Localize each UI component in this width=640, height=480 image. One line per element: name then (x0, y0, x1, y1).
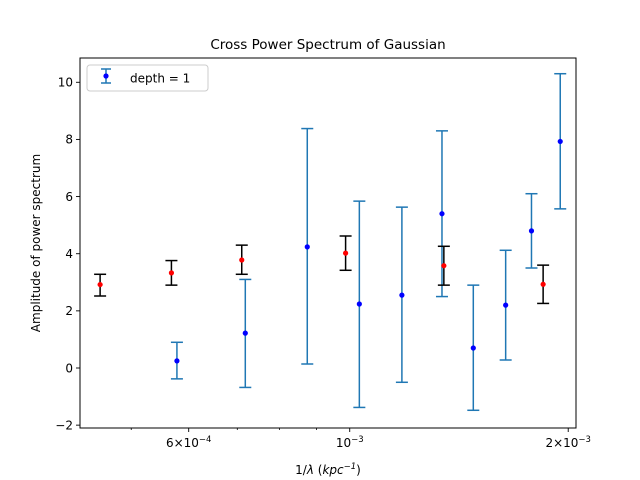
series-0-point-1 (239, 278, 252, 389)
x-tick-label-base: 6×10 (166, 436, 199, 450)
data-point-marker (470, 345, 476, 351)
data-point-marker (168, 270, 175, 276)
series-0-point-5 (435, 130, 448, 298)
x-tick-label-base: 10 (336, 436, 351, 450)
data-point-marker (528, 228, 535, 234)
series-1 (94, 235, 550, 305)
axes-border (79, 57, 577, 429)
series-0-point-9 (554, 72, 567, 210)
x-axis-label: 1/λ (kpc−1) (295, 462, 361, 477)
data-point-marker (356, 301, 362, 307)
series-0-point-2 (301, 127, 314, 365)
series-0-point-3 (353, 200, 366, 409)
x-tick-label-base: 2×10 (545, 436, 578, 450)
data-point-marker (239, 257, 245, 263)
y-axis-label: Amplitude of power spectrum (29, 154, 43, 332)
plot-area (94, 72, 567, 412)
data-point-marker (242, 330, 248, 336)
data-point-marker (540, 281, 546, 287)
x-axis-label-open: ( (314, 463, 323, 477)
legend-entry-depth-1: depth = 1 (130, 72, 190, 86)
data-point-marker (557, 138, 563, 145)
data-point-marker (304, 244, 310, 250)
x-axis-ticks: 6×10−4 10−3 2×10−3 (130, 428, 591, 450)
y-tick-label-2: 2 (65, 304, 73, 318)
chart-title: Cross Power Spectrum of Gaussian (210, 37, 445, 53)
data-point-marker (399, 292, 405, 298)
data-point-marker (174, 358, 180, 364)
y-tick-label-1: 0 (65, 361, 73, 375)
series-1-point-2 (235, 244, 248, 276)
series-0-point-8 (525, 192, 538, 269)
x-tick-label-1: 10−3 (336, 435, 364, 450)
y-axis-ticks: −2 0 2 4 6 8 10 (55, 76, 80, 432)
axes-frame (79, 57, 577, 429)
series-1-point-0 (94, 273, 107, 297)
x-axis-label-exponent: −1 (344, 462, 357, 472)
series-0-point-7 (499, 249, 512, 361)
y-tick-label-4: 6 (65, 190, 73, 204)
x-axis-label-lambda: λ (306, 463, 314, 477)
series-0-point-6 (467, 284, 480, 412)
x-tick-label-2: 2×10−3 (545, 435, 591, 450)
y-tick-label-6: 10 (58, 76, 73, 90)
series-0-point-0 (170, 341, 183, 380)
x-tick-label-0: 6×10−4 (166, 435, 212, 450)
x-axis-label-close: ) (356, 463, 361, 477)
legend: depth = 1 (86, 64, 209, 92)
data-point-marker (342, 250, 349, 256)
legend-marker (103, 73, 109, 79)
data-point-marker (503, 302, 509, 308)
series-0 (170, 72, 567, 412)
series-1-point-1 (165, 259, 178, 286)
legend-box (86, 64, 209, 92)
series-1-point-3 (339, 235, 352, 272)
y-tick-label-0: −2 (55, 418, 73, 432)
data-point-marker (439, 211, 445, 217)
x-axis-label-prefix: 1/ (295, 463, 308, 477)
series-1-point-5 (537, 264, 550, 305)
y-tick-label-5: 8 (65, 133, 73, 147)
data-point-marker (97, 281, 103, 288)
data-point-marker (441, 263, 447, 269)
x-axis-label-unit: kpc (322, 463, 344, 477)
series-0-point-4 (395, 206, 408, 384)
legend-swatch (101, 68, 111, 84)
x-tick-label-exponent: −3 (578, 435, 591, 445)
x-tick-label-exponent: −4 (199, 435, 212, 445)
series-1-point-4 (437, 245, 450, 286)
x-tick-label-exponent: −3 (351, 435, 364, 445)
y-tick-label-3: 4 (65, 247, 73, 261)
